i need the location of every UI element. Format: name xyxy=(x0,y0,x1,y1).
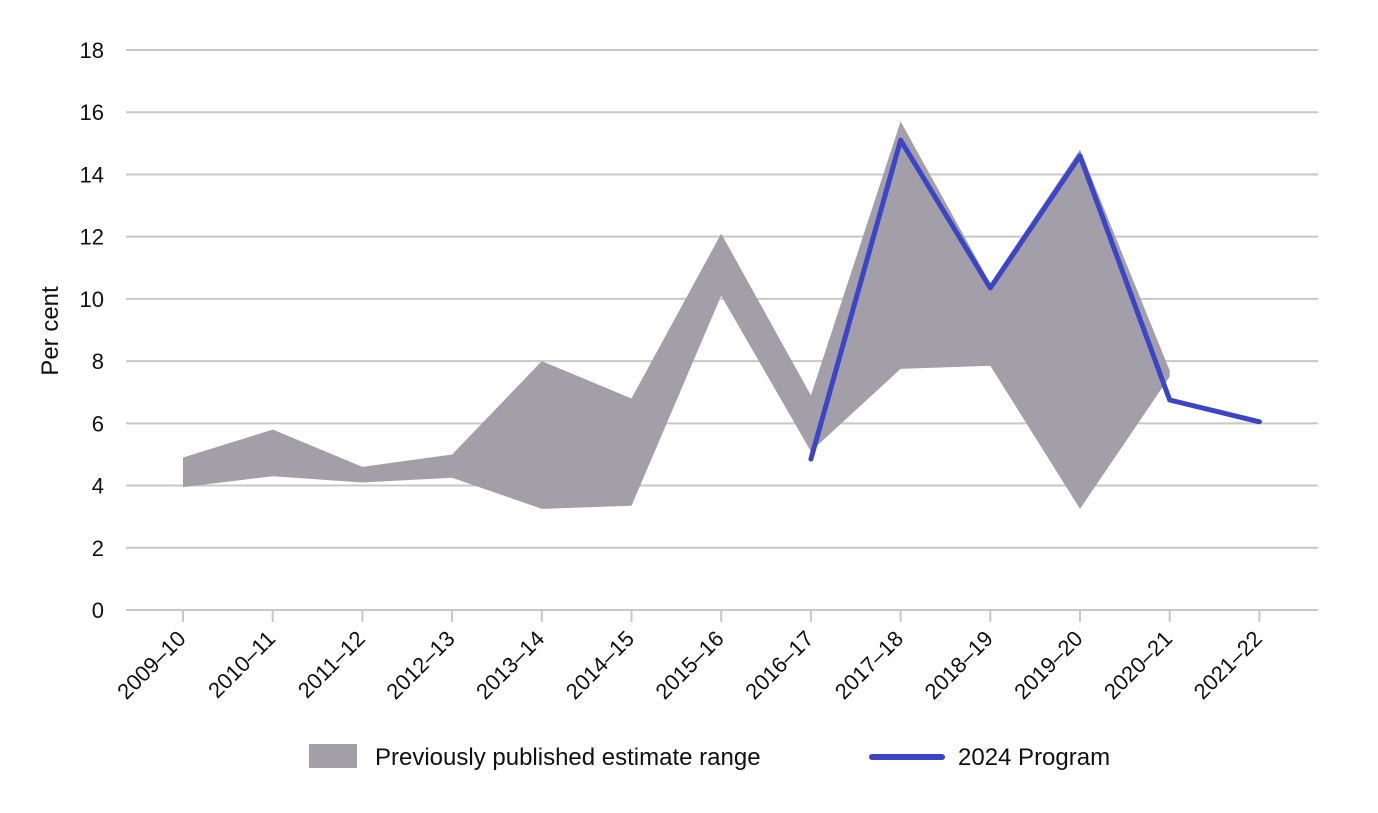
x-tick-label: 2020–21 xyxy=(1099,626,1177,704)
series-layer xyxy=(183,121,1262,509)
x-tick-label: 2017–18 xyxy=(830,626,908,704)
x-tick-label: 2018–19 xyxy=(920,626,998,704)
y-tick-label: 4 xyxy=(92,474,104,499)
y-tick-label: 14 xyxy=(80,162,104,187)
y-tick-label: 12 xyxy=(80,225,104,250)
legend: Previously published estimate range 2024… xyxy=(309,744,1110,771)
range-band xyxy=(183,121,1170,509)
x-tick-label: 2012–13 xyxy=(381,626,459,704)
y-tick-label: 10 xyxy=(80,287,104,312)
x-tick-label: 2011–12 xyxy=(293,626,370,703)
x-tick-label: 2014–15 xyxy=(561,626,639,704)
y-tick-label: 2 xyxy=(92,536,104,561)
x-tick-label: 2013–14 xyxy=(471,626,549,704)
y-tick-label: 16 xyxy=(80,100,104,125)
grid-layer xyxy=(126,49,1318,611)
y-tick-label: 8 xyxy=(92,349,104,374)
x-tick-label: 2009–10 xyxy=(112,626,190,704)
y-tick-label: 0 xyxy=(92,598,104,623)
y-tick-label: 18 xyxy=(80,38,104,63)
x-tick-label: 2016–17 xyxy=(740,626,818,704)
legend-line-label: 2024 Program xyxy=(958,744,1110,771)
y-tick-label: 6 xyxy=(92,411,104,436)
y-axis-title: Per cent xyxy=(37,286,64,376)
legend-range-label: Previously published estimate range xyxy=(375,744,761,771)
x-tick-label: 2019–20 xyxy=(1009,626,1087,704)
x-tick-label: 2015–16 xyxy=(650,626,728,704)
x-tick-label: 2021–22 xyxy=(1189,626,1267,704)
program-line xyxy=(808,137,1262,462)
x-tick-label: 2010–11 xyxy=(203,626,280,703)
legend-range-swatch xyxy=(309,744,357,768)
